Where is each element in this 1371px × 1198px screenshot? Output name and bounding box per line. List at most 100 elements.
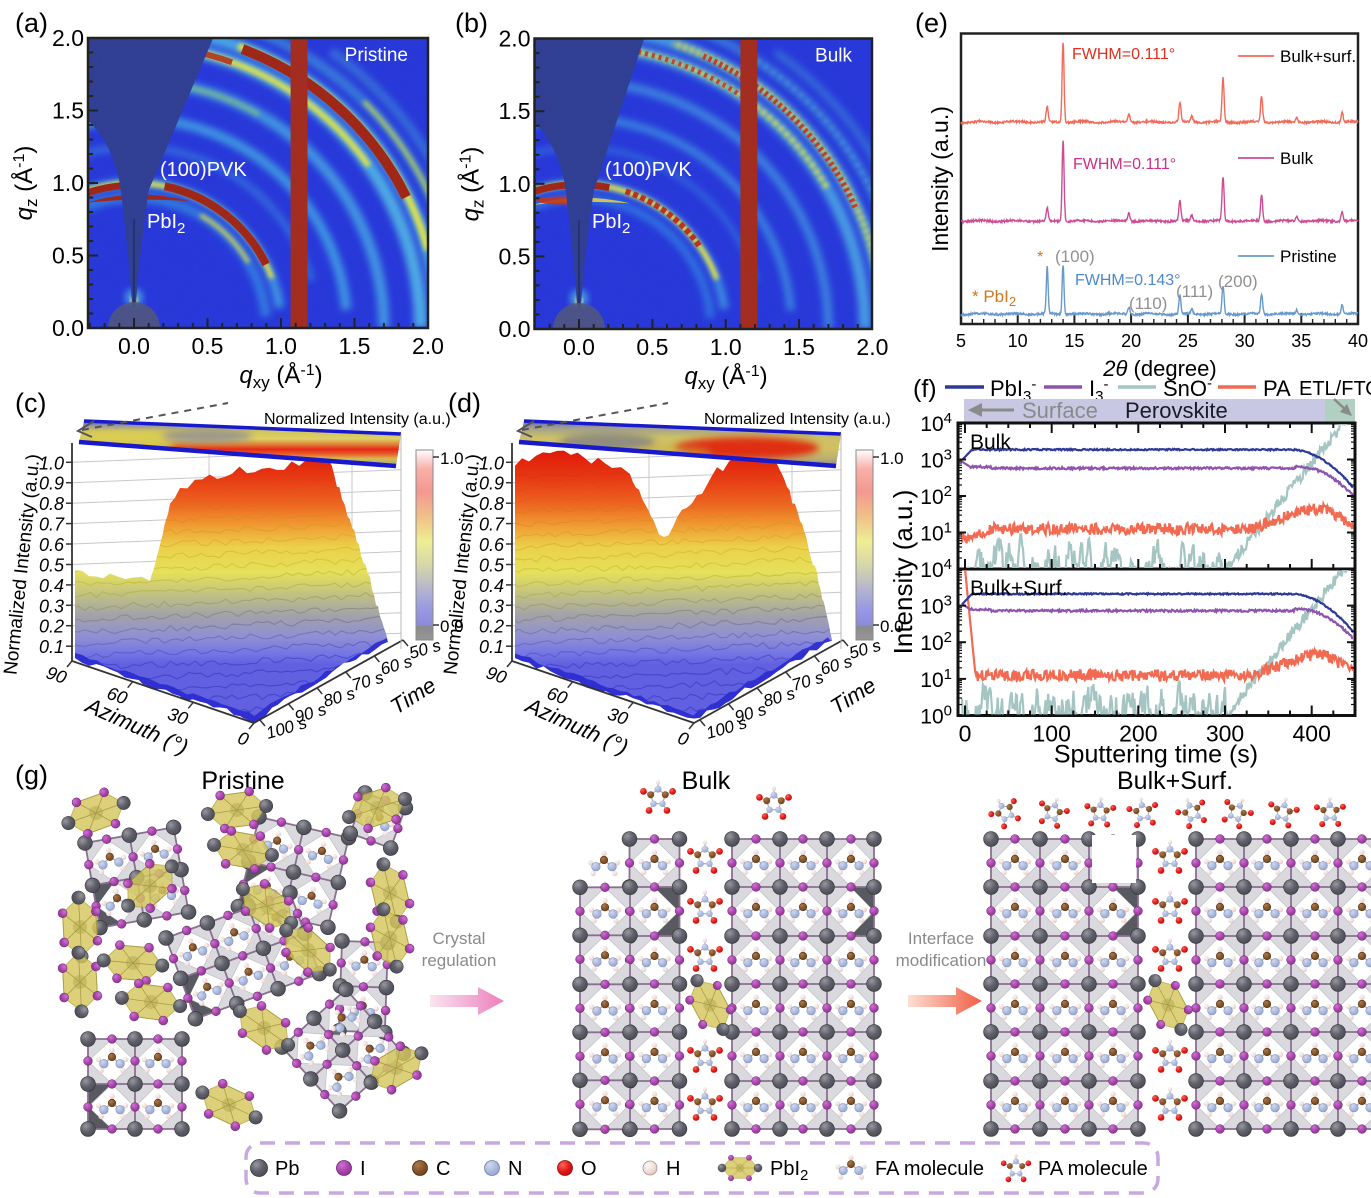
svg-text:30: 30 [1235,331,1255,351]
svg-text:Pristine: Pristine [1280,247,1337,266]
svg-text:0.9: 0.9 [479,474,504,494]
svg-text:1.0: 1.0 [440,449,464,468]
svg-text:N: N [508,1158,522,1180]
svg-text:15: 15 [1064,331,1084,351]
svg-text:40: 40 [1348,331,1368,351]
svg-text:0.0: 0.0 [118,333,150,359]
svg-text:(b): (b) [455,8,488,38]
svg-text:(c): (c) [15,388,46,418]
svg-text:0.0: 0.0 [880,617,904,636]
svg-text:0.6: 0.6 [479,535,505,555]
svg-text:0.2: 0.2 [39,617,64,637]
svg-text:2.0: 2.0 [856,334,888,360]
svg-text:2.0: 2.0 [52,25,84,51]
svg-text:(d): (d) [448,388,481,418]
svg-text:Pb: Pb [275,1158,299,1180]
svg-text:0.7: 0.7 [479,515,505,535]
svg-text:0.0: 0.0 [499,316,531,342]
svg-text:0.3: 0.3 [479,596,504,616]
svg-text:Bulk+Surf.: Bulk+Surf. [970,577,1067,600]
svg-text:0.0: 0.0 [563,334,595,360]
svg-text:Normalized Intensity (a.u.): Normalized Intensity (a.u.) [0,453,44,676]
svg-text:0.8: 0.8 [39,494,64,514]
svg-text:FWHM=0.111°: FWHM=0.111° [1073,156,1176,173]
svg-text:102: 102 [920,483,952,509]
svg-text:(g): (g) [15,760,48,790]
svg-text:0.6: 0.6 [39,535,65,555]
svg-text:Perovskite: Perovskite [1125,398,1228,423]
svg-text:1.0: 1.0 [880,449,904,468]
svg-text:0.2: 0.2 [479,617,504,637]
svg-text:I: I [360,1158,366,1180]
svg-text:0.5: 0.5 [192,333,224,359]
svg-text:0.5: 0.5 [39,556,65,576]
svg-text:25: 25 [1178,331,1198,351]
svg-text:1.5: 1.5 [499,98,531,124]
svg-text:1.0: 1.0 [499,171,531,197]
svg-text:103: 103 [920,447,952,473]
svg-text:1.5: 1.5 [339,333,371,359]
svg-text:FWHM=0.111°: FWHM=0.111° [1072,46,1175,63]
svg-text:Sputtering time (s): Sputtering time (s) [1054,741,1258,769]
svg-text:1.0: 1.0 [265,333,297,359]
svg-text:0: 0 [959,721,972,747]
svg-text:Bulk: Bulk [815,46,852,67]
svg-text:0.9: 0.9 [39,474,64,494]
svg-text:(e): (e) [915,8,948,38]
svg-text:1.0: 1.0 [52,170,84,196]
svg-text:* PbI2: * PbI2 [972,287,1016,309]
svg-text:Surface: Surface [1022,398,1098,423]
svg-text:0.1: 0.1 [479,637,504,657]
svg-text:104: 104 [920,410,952,436]
svg-text:1.5: 1.5 [52,98,84,124]
svg-text:100: 100 [1033,721,1071,747]
svg-text:Normalized Intensity (a.u.): Normalized Intensity (a.u.) [440,453,484,676]
svg-text:1.0: 1.0 [710,334,742,360]
svg-text:104: 104 [920,556,952,582]
svg-text:Time: Time [826,672,881,719]
svg-text:101: 101 [920,520,952,546]
svg-text:0.8: 0.8 [479,494,504,514]
svg-text:0.5: 0.5 [499,243,531,269]
svg-text:(110): (110) [1129,294,1167,313]
svg-text:Bulk+surf.: Bulk+surf. [1280,47,1356,66]
svg-text:Bulk: Bulk [1280,149,1314,168]
svg-text:(f): (f) [913,375,937,403]
svg-text:0: 0 [235,728,251,750]
svg-text:30: 30 [605,704,630,729]
svg-text:1.0: 1.0 [39,453,64,473]
svg-text:2.0: 2.0 [412,333,444,359]
svg-text:PA molecule: PA molecule [1038,1158,1148,1180]
svg-text:Intensity (a.u.): Intensity (a.u.) [927,106,953,252]
svg-text:0: 0 [675,728,691,750]
svg-text:C: C [436,1158,450,1180]
svg-text:0.4: 0.4 [479,576,504,596]
svg-text:(111): (111) [1176,282,1213,301]
svg-text:0.1: 0.1 [39,637,64,657]
svg-text:101: 101 [920,666,952,692]
svg-text:0.5: 0.5 [479,556,505,576]
svg-text:modification: modification [896,951,987,970]
svg-text:100: 100 [920,703,952,729]
svg-text:0.0: 0.0 [440,617,464,636]
svg-text:Interface: Interface [908,929,974,948]
svg-text:*: * [1037,249,1043,266]
svg-text:400: 400 [1293,721,1331,747]
svg-text:90: 90 [484,662,509,687]
svg-text:qxy (Å-1): qxy (Å-1) [684,362,767,393]
svg-text:0.5: 0.5 [636,334,668,360]
svg-text:PA: PA [1263,376,1291,401]
svg-text:regulation: regulation [422,951,497,970]
svg-text:Crystal: Crystal [433,929,486,948]
svg-text:0.0: 0.0 [52,315,84,341]
svg-text:Normalized Intensity (a.u.): Normalized Intensity (a.u.) [704,411,891,428]
svg-text:Bulk: Bulk [682,767,731,795]
svg-text:FA molecule: FA molecule [875,1158,984,1180]
svg-text:Bulk+Surf.: Bulk+Surf. [1117,767,1233,795]
svg-text:O: O [581,1158,597,1180]
svg-text:2.0: 2.0 [499,26,531,52]
svg-text:200: 200 [1119,721,1157,747]
svg-text:FWHM=0.143°: FWHM=0.143° [1075,272,1181,289]
svg-text:qxy (Å-1): qxy (Å-1) [239,361,322,392]
svg-text:Bulk: Bulk [970,431,1011,454]
